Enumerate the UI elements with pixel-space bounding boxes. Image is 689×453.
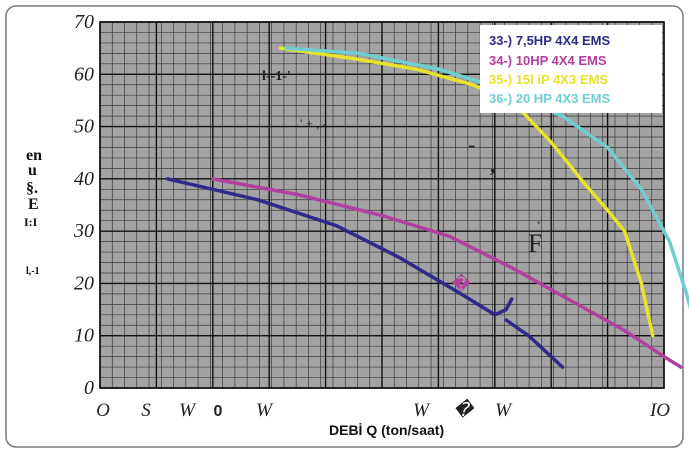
scan-artifact: ' + , -: [300, 116, 327, 131]
y-axis-glyph: l,-1: [26, 266, 40, 277]
y-tick-label: 70: [74, 11, 94, 33]
x-tick-label: W: [413, 400, 431, 421]
series-line: [211, 177, 683, 369]
x-tick-label: �: [453, 398, 475, 421]
y-axis-glyph: u: [28, 162, 37, 179]
y-tick-label: 40: [74, 168, 94, 190]
y-axis-glyph: §.: [26, 180, 38, 197]
x-tick-label: IO: [649, 400, 670, 421]
y-tick-label: 30: [73, 220, 94, 242]
legend-box: 33-) 7,5HP 4X4 EMS 34-) 10HP 4X4 EMS 35-…: [480, 25, 662, 113]
legend-entry-34: 34-) 10HP 4X4 EMS: [489, 53, 607, 68]
scan-artifact: F: [528, 229, 542, 258]
y-axis-glyph: en: [26, 147, 42, 164]
y-tick-label: 50: [74, 116, 94, 138]
x-tick-label: W: [256, 400, 274, 421]
legend-entry-35: 35-) 15l iP 4X3 EMS: [489, 72, 608, 87]
scan-artifact: �: [452, 273, 471, 294]
x-tick-label: W: [179, 400, 197, 421]
legend-entry-33: 33-) 7,5HP 4X4 EMS: [489, 33, 610, 48]
scan-artifact: l--1-': [262, 69, 291, 84]
series-line: [504, 318, 565, 369]
x-tick-label: 0: [214, 403, 223, 420]
y-axis-title: en u §. E I:I l,-1: [24, 147, 42, 277]
y-tick-labels: 0 10 20 30 40 50 60 70: [73, 11, 94, 399]
scan-artifact: - -: [546, 264, 558, 279]
x-tick-label: O: [96, 400, 110, 421]
x-tick-label: W: [495, 400, 513, 421]
series-line: [284, 46, 689, 310]
y-tick-label: 0: [84, 377, 94, 399]
x-axis-title: DEBİ Q (ton/saat): [329, 422, 444, 438]
legend-background: [480, 25, 662, 113]
y-tick-label: 10: [74, 325, 94, 347]
series-line: [278, 46, 655, 338]
scan-artifact: -: [468, 132, 475, 157]
scan-artifact: ,: [490, 155, 495, 177]
x-tick-label: S: [141, 400, 151, 421]
x-tick-labels: O S W 0 W W � W IO: [96, 398, 670, 421]
plot-border: [99, 21, 665, 389]
series-layer: [165, 46, 689, 369]
series-line: [165, 177, 514, 317]
scan-artifact: ·: [536, 215, 541, 232]
legend-entry-36: 36-) 20 HP 4X3 EMS: [489, 91, 610, 106]
y-tick-label: 20: [74, 272, 94, 294]
y-tick-label: 60: [74, 63, 94, 85]
scan-artifacts: l--1-' ' + , - - , · F - - �: [262, 69, 558, 294]
y-axis-glyph: I:I: [24, 215, 38, 229]
y-axis-glyph: E: [28, 196, 39, 213]
